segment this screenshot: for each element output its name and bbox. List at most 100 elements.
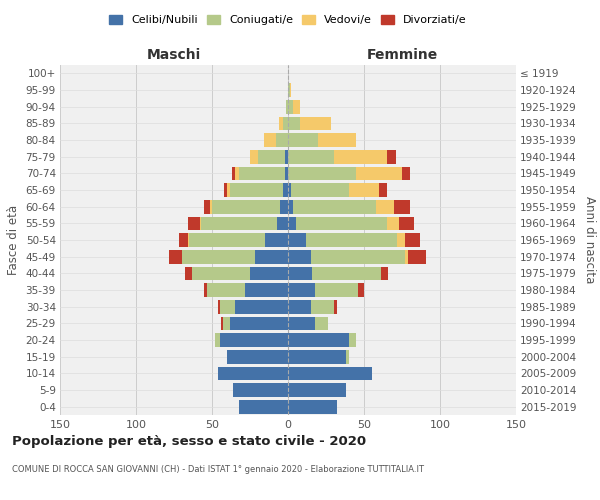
Bar xyxy=(311,250,405,264)
Bar xyxy=(205,200,211,213)
Bar xyxy=(211,200,212,213)
Bar xyxy=(405,233,420,247)
Bar xyxy=(300,116,331,130)
Bar xyxy=(285,150,288,164)
Bar xyxy=(263,133,276,147)
Bar xyxy=(230,316,288,330)
Bar xyxy=(313,266,381,280)
Bar xyxy=(288,100,293,114)
Bar xyxy=(319,133,356,147)
Bar xyxy=(293,200,376,213)
Bar xyxy=(250,266,288,280)
Bar xyxy=(235,300,288,314)
Bar xyxy=(408,250,427,264)
Bar xyxy=(296,216,387,230)
Bar xyxy=(223,316,230,330)
Bar xyxy=(286,100,288,114)
Bar xyxy=(254,250,288,264)
Bar xyxy=(257,150,285,164)
Bar xyxy=(288,283,316,297)
Text: Femmine: Femmine xyxy=(367,48,437,62)
Bar xyxy=(250,150,257,164)
Bar xyxy=(381,266,388,280)
Text: Maschi: Maschi xyxy=(147,48,201,62)
Bar xyxy=(387,150,396,164)
Bar xyxy=(288,250,311,264)
Bar xyxy=(405,250,408,264)
Bar xyxy=(311,300,334,314)
Bar xyxy=(334,150,387,164)
Bar xyxy=(212,200,280,213)
Bar xyxy=(288,316,316,330)
Bar xyxy=(402,166,410,180)
Bar xyxy=(239,400,288,413)
Bar xyxy=(188,216,200,230)
Bar xyxy=(179,233,188,247)
Bar xyxy=(224,183,227,197)
Bar xyxy=(288,383,346,397)
Bar xyxy=(277,216,288,230)
Bar xyxy=(288,233,306,247)
Bar xyxy=(334,300,337,314)
Bar xyxy=(208,283,245,297)
Bar xyxy=(379,183,387,197)
Bar xyxy=(220,333,288,347)
Bar xyxy=(200,216,202,230)
Bar xyxy=(356,166,402,180)
Bar xyxy=(227,183,230,197)
Bar xyxy=(349,183,379,197)
Bar xyxy=(288,366,371,380)
Bar xyxy=(245,283,288,297)
Bar xyxy=(288,216,296,230)
Bar xyxy=(220,300,235,314)
Bar xyxy=(306,233,397,247)
Bar xyxy=(218,300,220,314)
Legend: Celibi/Nubili, Coniugati/e, Vedovi/e, Divorziati/e: Celibi/Nubili, Coniugati/e, Vedovi/e, Di… xyxy=(105,10,471,30)
Bar xyxy=(192,266,250,280)
Text: COMUNE DI ROCCA SAN GIOVANNI (CH) - Dati ISTAT 1° gennaio 2020 - Elaborazione TU: COMUNE DI ROCCA SAN GIOVANNI (CH) - Dati… xyxy=(12,465,424,474)
Bar xyxy=(288,200,293,213)
Bar xyxy=(279,116,283,130)
Bar xyxy=(202,216,277,230)
Bar xyxy=(285,166,288,180)
Bar xyxy=(358,283,364,297)
Bar xyxy=(230,183,283,197)
Bar xyxy=(169,250,182,264)
Y-axis label: Fasce di età: Fasce di età xyxy=(7,205,20,275)
Bar xyxy=(376,200,394,213)
Bar xyxy=(276,133,288,147)
Bar xyxy=(291,183,349,197)
Bar xyxy=(288,266,313,280)
Bar xyxy=(288,350,346,364)
Bar xyxy=(288,333,349,347)
Bar xyxy=(283,116,288,130)
Bar xyxy=(290,83,291,97)
Bar xyxy=(235,166,239,180)
Bar xyxy=(288,183,291,197)
Bar xyxy=(288,300,311,314)
Bar xyxy=(189,233,265,247)
Bar xyxy=(399,216,414,230)
Bar xyxy=(288,83,290,97)
Bar xyxy=(280,200,288,213)
Bar xyxy=(215,333,220,347)
Bar xyxy=(288,166,356,180)
Bar xyxy=(288,150,334,164)
Bar xyxy=(316,283,358,297)
Bar xyxy=(185,266,192,280)
Bar xyxy=(394,200,410,213)
Bar xyxy=(188,233,189,247)
Bar xyxy=(221,316,223,330)
Bar xyxy=(205,283,208,297)
Y-axis label: Anni di nascita: Anni di nascita xyxy=(583,196,596,284)
Bar xyxy=(288,133,319,147)
Bar xyxy=(349,333,356,347)
Bar xyxy=(288,116,300,130)
Bar xyxy=(232,166,235,180)
Bar xyxy=(182,250,254,264)
Bar xyxy=(227,350,288,364)
Bar xyxy=(233,383,288,397)
Bar xyxy=(397,233,405,247)
Bar xyxy=(283,183,288,197)
Bar xyxy=(265,233,288,247)
